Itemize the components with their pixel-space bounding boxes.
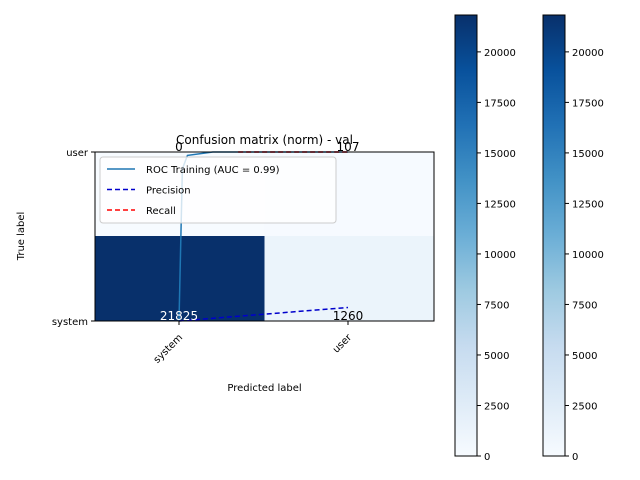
colorbar-tick-label: 20000 <box>572 48 604 59</box>
cell-annotations: 21825 1260 0 107 <box>160 140 363 323</box>
legend: ROC Training (AUC = 0.99) Precision Recall <box>99 156 337 224</box>
y-axis-label: True label <box>16 212 27 262</box>
colorbar-gradient <box>542 14 566 457</box>
colorbar: 0 2500 5000 7500 10000 12500 15000 17500 20000 <box>542 14 604 463</box>
colorbar-tick-label: 2500 <box>572 401 597 412</box>
colorbars: 0 2500 5000 7500 10000 12500 15000 17500 20000 0 2… <box>454 14 604 463</box>
y-axis: system user <box>52 148 95 328</box>
colorbar-tick-label: 15000 <box>484 149 516 160</box>
precision-line <box>178 306 349 322</box>
colorbar-tick-label: 0 <box>484 452 490 463</box>
colorbar-gradient <box>454 14 478 457</box>
x-axis: system user <box>152 321 355 366</box>
cell-value-label: 21825 <box>160 309 198 323</box>
colorbar-tick-label: 5000 <box>484 351 509 362</box>
plot-frame <box>94 151 435 322</box>
legend-entry-label: Precision <box>146 186 191 197</box>
legend-entry-label: Recall <box>146 206 176 217</box>
cell-value-label: 107 <box>337 140 360 154</box>
heatmap-cell <box>264 236 434 321</box>
cell-value-label: 0 <box>175 140 183 154</box>
colorbar-tick-label: 10000 <box>572 250 604 261</box>
colorbar-tick-label: 17500 <box>572 98 604 109</box>
colorbar-tick-label: 5000 <box>572 351 597 362</box>
y-tick-label: system <box>52 317 88 328</box>
colorbar-tick-label: 7500 <box>484 300 509 311</box>
chart-title: Confusion matrix (norm) - val <box>176 133 353 147</box>
colorbar-tick-label: 2500 <box>484 401 509 412</box>
colorbar-tick-label: 15000 <box>572 149 604 160</box>
x-tick-label: user <box>331 332 355 356</box>
colorbar-tick-label: 12500 <box>484 199 516 210</box>
colorbar-tick-label: 7500 <box>572 300 597 311</box>
colorbar-tick-label: 17500 <box>484 98 516 109</box>
y-tick-label: user <box>66 148 89 159</box>
cell-value-label: 1260 <box>333 309 364 323</box>
colorbar-tick-label: 20000 <box>484 48 516 59</box>
colorbar-tick-label: 0 <box>572 452 578 463</box>
x-axis-label: Predicted label <box>227 383 301 394</box>
x-tick-label: system <box>152 332 185 365</box>
colorbar: 0 2500 5000 7500 10000 12500 15000 17500 20000 <box>454 14 516 463</box>
colorbar-tick-label: 12500 <box>572 199 604 210</box>
colorbar-tick-label: 10000 <box>484 250 516 261</box>
legend-entry-label: ROC Training (AUC = 0.99) <box>146 165 280 176</box>
legend-box <box>99 156 337 224</box>
